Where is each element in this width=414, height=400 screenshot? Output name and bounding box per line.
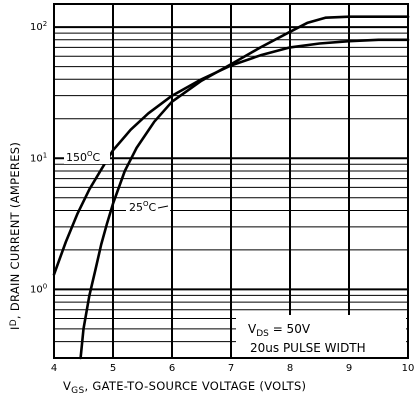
x-tick-labels: 4 5 6 7 8 9 10: [51, 363, 414, 374]
curves: [52, 15, 410, 360]
y-tick-label: 101: [30, 151, 47, 164]
annotation-line-1: VDS = 50V: [248, 322, 311, 339]
series-label-150c-text: 150OC: [66, 150, 101, 164]
x-axis-label: VGS, GATE-TO-SOURCE VOLTAGE (VOLTS): [63, 379, 306, 396]
series-label-25c-text: 25OC: [129, 200, 157, 214]
plot-frame: [53, 3, 409, 359]
series-curve-1: [79, 15, 410, 360]
y-tick-label: 100: [30, 282, 47, 295]
annotation-box: VDS = 50V 20us PULSE WIDTH: [236, 315, 406, 357]
x-tick-label: 6: [169, 363, 175, 374]
y-tick-label: 102: [30, 20, 47, 33]
series-curve-0: [52, 38, 410, 276]
y-tick-labels: 100 101 102: [30, 20, 47, 295]
x-tick-label: 10: [402, 363, 414, 374]
annotation-line-2: 20us PULSE WIDTH: [250, 341, 366, 355]
grid-lines: [54, 4, 408, 359]
y-axis-label: ID, DRAIN CURRENT (AMPERES): [8, 142, 22, 330]
x-tick-label: 8: [287, 363, 293, 374]
x-tick-label: 4: [51, 363, 57, 374]
series-label-25c: 25OC: [126, 199, 170, 214]
x-tick-label: 5: [110, 363, 116, 374]
x-tick-label: 7: [228, 363, 234, 374]
series-label-150c: 150OC: [64, 150, 110, 164]
x-tick-label: 9: [346, 363, 352, 374]
